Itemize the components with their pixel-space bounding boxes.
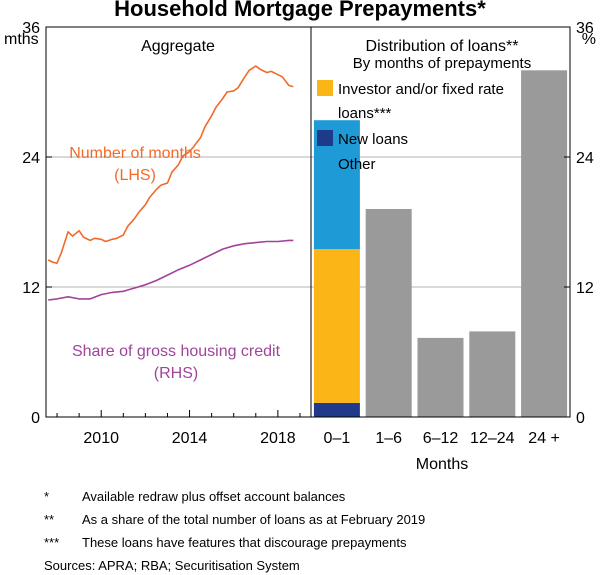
gridlines [46, 156, 570, 288]
footnote-3-text: These loans have features that discourag… [82, 535, 407, 550]
x-tick-label-2014: 2014 [172, 430, 208, 447]
left-tick-label-24: 24 [22, 150, 40, 167]
left-axis-unit: mths [4, 31, 39, 48]
left-tick-label-12: 12 [22, 280, 40, 297]
footnotes: * Available redraw plus offset account b… [44, 489, 425, 573]
left-tick-label-0: 0 [31, 410, 40, 427]
sources-line: Sources: APRA; RBA; Securitisation Syste… [44, 558, 300, 573]
bar-6–12-series-3 [417, 337, 464, 417]
footnote-1-text: Available redraw plus offset account bal… [82, 489, 346, 504]
chart-title: Household Mortgage Prepayments* [114, 0, 486, 21]
footnote-1-mark: * [44, 489, 49, 504]
x-tick-label-2018: 2018 [260, 430, 296, 447]
legend-swatch-new-loans [317, 130, 333, 146]
x-cat-label-0: 0–1 [324, 430, 351, 447]
x-cat-label-2: 6–12 [423, 430, 459, 447]
right-tick-label-24: 24 [576, 150, 594, 167]
bar-1–6-series-3 [365, 209, 412, 417]
footnote-2-mark: ** [44, 512, 54, 527]
legend-label-investor-line2: loans*** [338, 105, 392, 122]
x-tick-label-2010: 2010 [83, 430, 119, 447]
x-cat-label-4: 24 + [528, 430, 560, 447]
bar-marks [313, 70, 568, 418]
legend-swatch-other [317, 155, 333, 171]
series-label-months: Number of months [69, 145, 201, 162]
bar-0–1-series-0 [313, 402, 360, 417]
left-panel-title: Aggregate [141, 38, 215, 55]
legend-label-investor-line1: Investor and/or fixed rate [338, 81, 504, 98]
right-axis-unit: % [582, 31, 596, 48]
line-series-share-of-credit [48, 239, 294, 301]
footnote-3-mark: *** [44, 535, 59, 550]
x-axis-ticks: 2010 2014 2018 0–1 1–6 6–12 12–24 24 + [56, 410, 560, 447]
x-cat-label-1: 1–6 [375, 430, 402, 447]
line-marks [47, 65, 294, 301]
right-tick-label-12: 12 [576, 280, 594, 297]
legend-label-new-loans: New loans [338, 131, 408, 148]
series-label-share: Share of gross housing credit [72, 343, 281, 360]
legend: Investor and/or fixed rate loans*** New … [317, 80, 504, 173]
series-note-lhs: (LHS) [114, 167, 156, 184]
bar-24 +-series-3 [521, 70, 568, 418]
plot-frame [45, 26, 571, 418]
bar-12–24-series-3 [469, 331, 516, 417]
x-axis-label-months: Months [416, 456, 468, 473]
y-axis-ticks: 0 0 12 12 24 24 36 36 [22, 20, 594, 427]
right-tick-label-0: 0 [576, 410, 585, 427]
bar-0–1-series-1 [313, 249, 360, 403]
legend-swatch-investor [317, 80, 333, 96]
legend-label-other: Other [338, 156, 376, 173]
series-note-rhs: (RHS) [154, 365, 198, 382]
x-cat-label-3: 12–24 [470, 430, 515, 447]
right-panel-title: Distribution of loans** [366, 38, 519, 55]
line-series-number-of-months [47, 65, 294, 265]
footnote-2-text: As a share of the total number of loans … [82, 512, 425, 527]
left-tick-label-36: 36 [22, 20, 40, 37]
right-tick-label-36: 36 [576, 20, 594, 37]
right-panel-subtitle: By months of prepayments [353, 55, 531, 72]
